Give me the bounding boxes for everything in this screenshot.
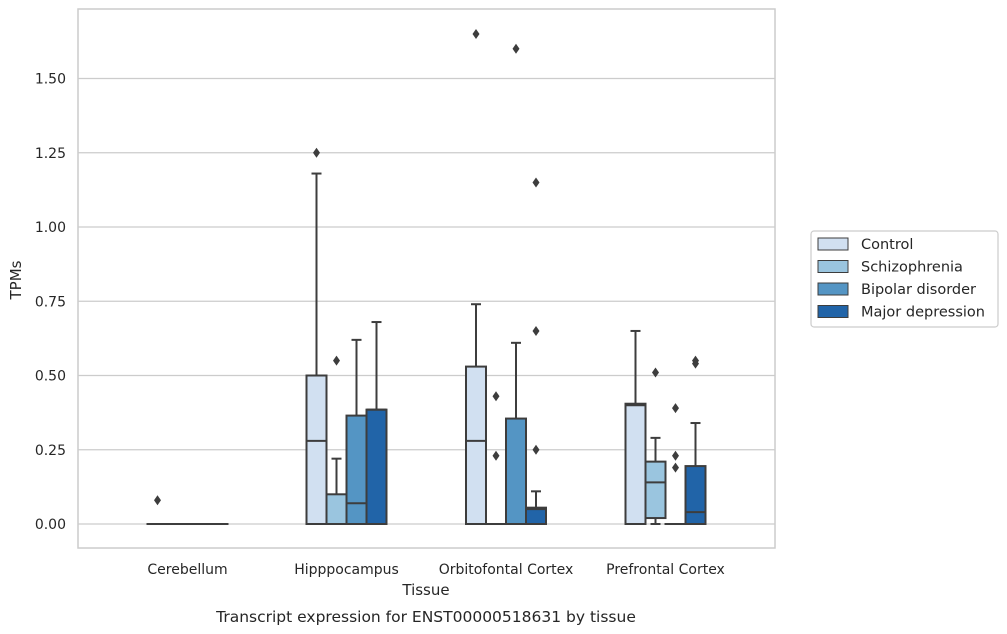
outlier-point	[333, 355, 340, 366]
chart-caption: Transcript expression for ENST0000051863…	[215, 608, 636, 626]
box-control	[465, 28, 487, 525]
legend-label: Bipolar disorder	[861, 282, 976, 298]
box-major-depression	[525, 177, 547, 526]
box-major-depression	[684, 355, 707, 525]
outlier-point	[532, 444, 540, 455]
box-iqr	[305, 374, 328, 525]
legend-swatch	[817, 260, 849, 273]
legend-frame	[810, 230, 999, 328]
legend-label: Control	[861, 237, 913, 253]
legend: Control Schizophrenia Bipolar disorder Majo…	[810, 230, 999, 328]
box-iqr	[684, 465, 707, 525]
outlier-point	[692, 358, 699, 369]
x-tick-label: Orbitofontal Cortex	[439, 562, 574, 578]
box-iqr	[465, 365, 487, 525]
box-major-depression	[365, 321, 388, 525]
y-axis-label: TPMs	[7, 260, 25, 300]
outlier-point	[532, 177, 540, 188]
box-control	[146, 495, 169, 526]
x-axis-ticks: Cerebellum Hipppocampus Orbitofontal Corte…	[147, 562, 724, 578]
x-axis-label: Tissue	[401, 581, 449, 599]
box-iqr	[325, 493, 348, 525]
legend-swatch	[817, 305, 849, 318]
box-control	[305, 147, 328, 525]
legend-label: Major depression	[861, 305, 985, 321]
y-tick-label: 1.50	[35, 72, 66, 88]
outlier-point	[154, 495, 161, 506]
legend-label: Schizophrenia	[861, 260, 963, 276]
y-tick-label: 0.25	[35, 443, 66, 459]
plot-frame	[77, 8, 776, 549]
boxes	[146, 28, 707, 526]
outlier-point	[672, 450, 679, 461]
box-schizophrenia	[644, 367, 667, 525]
outlier-point	[532, 325, 540, 336]
y-axis-ticks: 0.00 0.25 0.50 0.75 1.00 1.25 1.50	[35, 72, 66, 534]
y-tick-label: 1.00	[35, 220, 66, 236]
box-iqr	[345, 414, 368, 525]
box-bipolar-disorder	[664, 403, 687, 526]
outlier-point	[512, 43, 520, 54]
legend-swatch	[817, 237, 849, 251]
legend-swatch	[817, 282, 849, 296]
box-bipolar-disorder	[345, 338, 368, 525]
x-tick-label: Cerebellum	[147, 562, 227, 578]
box-schizophrenia	[485, 391, 507, 526]
y-tick-label: 0.75	[35, 294, 66, 310]
outlier-point	[672, 403, 679, 414]
outlier-point	[492, 391, 500, 402]
outlier-point	[492, 450, 500, 461]
outlier-point	[313, 147, 320, 158]
box-bipolar-disorder	[505, 43, 527, 525]
box-iqr	[365, 408, 388, 525]
x-tick-label: Hipppocampus	[294, 562, 399, 578]
box-control	[624, 329, 647, 525]
box-iqr	[505, 417, 527, 525]
y-tick-label: 0.00	[35, 517, 66, 533]
box-iqr	[525, 506, 547, 526]
box-schizophrenia	[325, 355, 348, 525]
outlier-point	[652, 367, 659, 378]
y-tick-label: 0.50	[35, 369, 66, 385]
outlier-point	[672, 462, 679, 473]
x-tick-label: Prefrontal Cortex	[606, 562, 725, 578]
box-iqr	[644, 460, 667, 520]
gridlines	[78, 77, 775, 525]
y-tick-label: 1.25	[35, 146, 66, 162]
outlier-point	[472, 28, 480, 39]
box-iqr	[624, 402, 647, 525]
